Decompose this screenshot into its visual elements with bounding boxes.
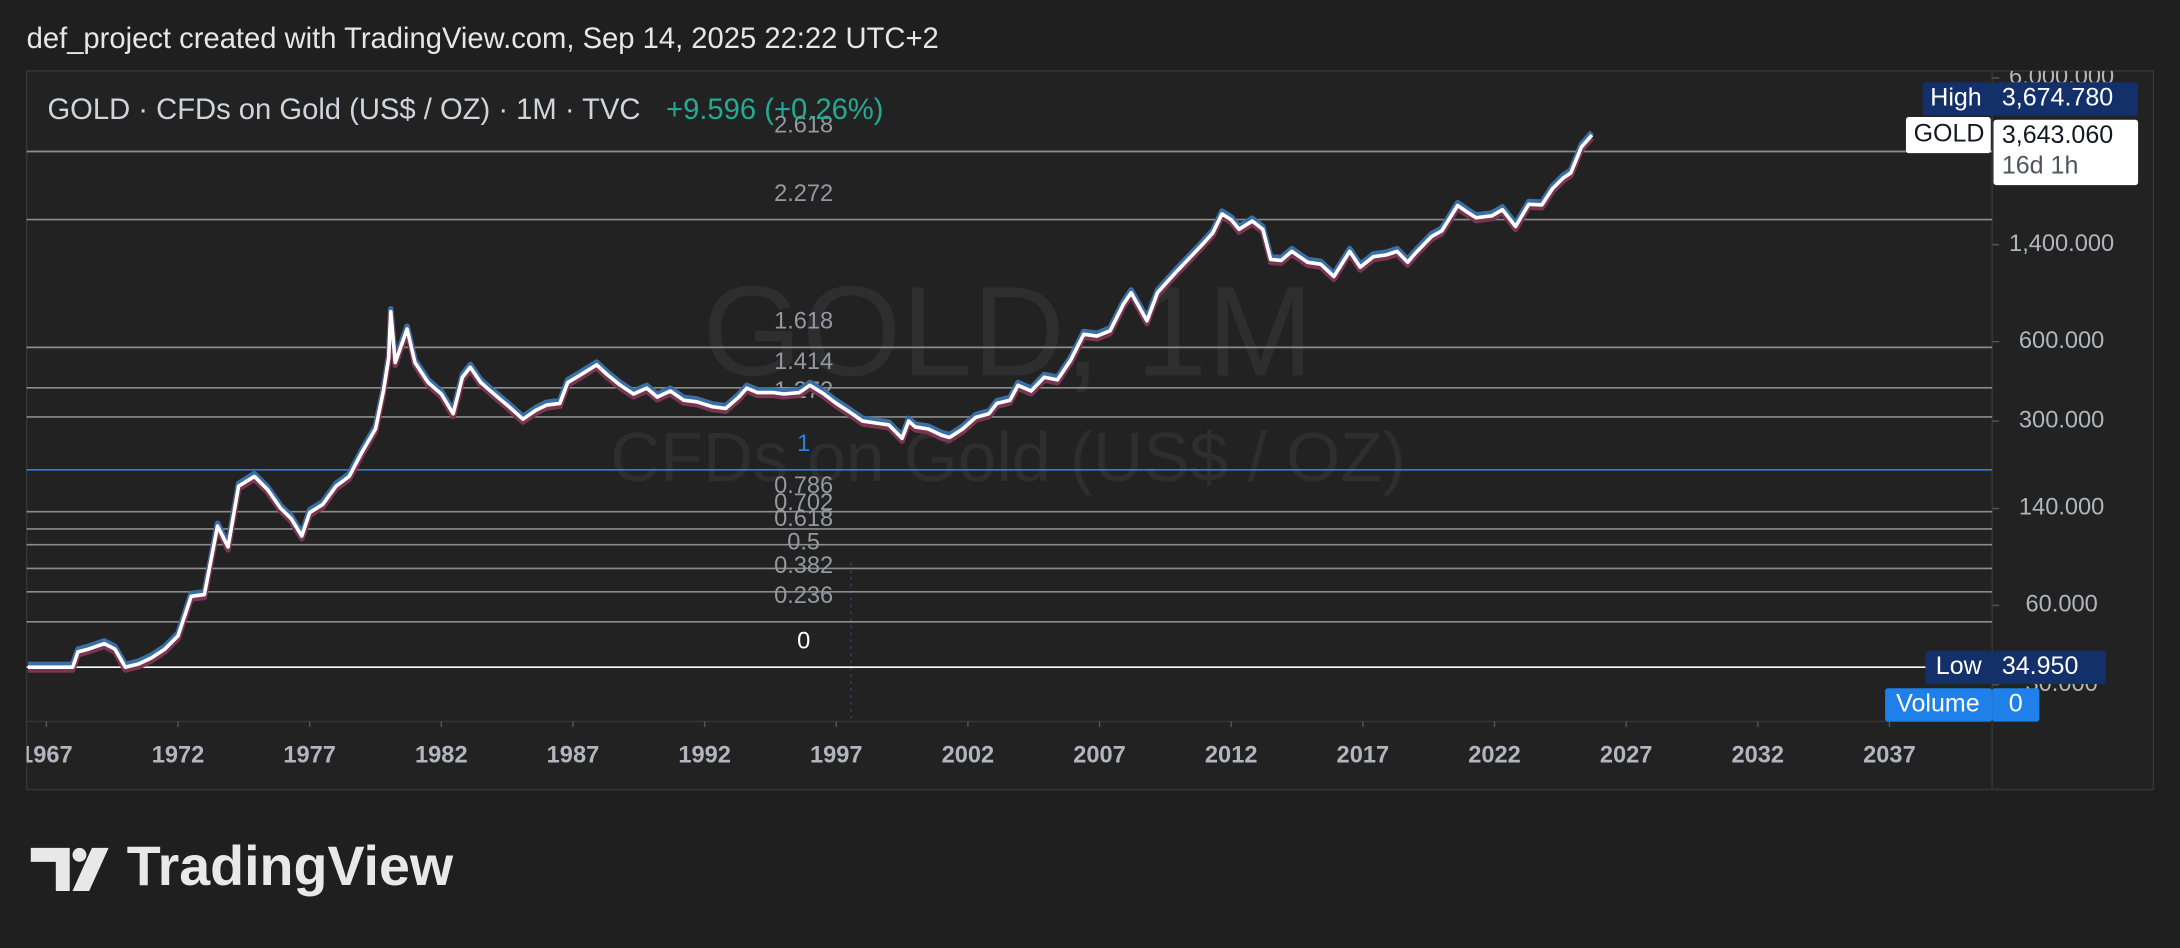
last-price-name: GOLD [1914, 120, 1985, 148]
y-tick-label: 140.000 [2019, 495, 2104, 521]
legend-change: +9.596 (+0.26%) [666, 94, 883, 126]
price-labels: GOLD 3,643.060 16d 1h High 3,674.780 Low 34.95… [1885, 82, 2139, 722]
x-tick-label: 1977 [283, 742, 336, 768]
fib-label: 1.618 [774, 309, 833, 335]
y-tick-label: 300.000 [2019, 407, 2104, 433]
header: def_project created with TradingView.com… [27, 23, 939, 55]
time-axis: 1967 1972 1977 1982 1987 1992 1997 2002 2007 2012… [20, 721, 1916, 768]
fib-label: 0.382 [774, 553, 833, 579]
y-tick-label: 60.000 [2025, 592, 2097, 618]
low-value: 34.950 [2002, 652, 2079, 680]
x-tick-label: 1992 [678, 742, 731, 768]
x-tick-label: 2012 [1205, 742, 1258, 768]
x-tick-label: 2022 [1468, 742, 1521, 768]
fib-label: 0.786 [774, 473, 833, 499]
fib-label: 0 [797, 628, 810, 654]
x-tick-label: 1997 [810, 742, 863, 768]
fib-label: 0.618 [774, 506, 833, 532]
x-tick-label: 2037 [1863, 742, 1916, 768]
chart-panel [25, 70, 2155, 791]
x-tick-label: 1972 [152, 742, 205, 768]
price-line [27, 130, 1595, 673]
high-name: High [1930, 84, 1981, 112]
line [27, 133, 1594, 669]
legend-title: GOLD · CFDs on Gold (US$ / OZ) · 1M · TV… [47, 94, 640, 126]
low-name-box [1925, 650, 1993, 685]
watermark-description: CFDs on Gold (US$ / OZ) [610, 418, 1406, 496]
x-tick-label: 1982 [415, 742, 468, 768]
low-value-box [1992, 650, 2107, 685]
fib-label: 2.272 [774, 181, 833, 207]
fib-label: 0.702 [774, 490, 833, 516]
volume-value: 0 [2009, 689, 2023, 717]
high-name-box [1922, 82, 1993, 116]
logo: TradingView [30, 835, 454, 897]
fib-label: 1 [797, 431, 810, 457]
x-tick-label: 2032 [1732, 742, 1785, 768]
volume-value-box [1992, 688, 2040, 722]
x-tick-label: 2017 [1337, 742, 1390, 768]
logo-dot [72, 847, 87, 862]
fib-label: 2.618 [774, 113, 833, 139]
y-tick-label: 1,400.000 [2009, 231, 2114, 257]
last-price-name-box [1905, 117, 1991, 154]
logo-slash [72, 847, 109, 892]
high-value-box [1992, 82, 2139, 116]
x-tick-label: 2007 [1073, 742, 1126, 768]
watermark-symbol: GOLD, 1M [702, 261, 1313, 404]
volume-name-box [1885, 688, 1993, 722]
volume-name: Volume [1896, 689, 1979, 717]
fib-label: 0.5 [787, 530, 820, 556]
countdown: 16d 1h [2002, 152, 2079, 180]
logo-mark [30, 847, 70, 892]
fib-label: 1.414 [774, 349, 833, 375]
brand-name: TradingView [127, 835, 454, 897]
x-tick-label: 2002 [942, 742, 995, 768]
last-price-value-box [1993, 119, 2139, 186]
fib-retracement: 2.6182.2721.6181.4141.27210.7860.7020.61… [26, 113, 1993, 669]
fib-label: 0.236 [774, 583, 833, 609]
last-price-value: 3,643.060 [2002, 121, 2113, 149]
x-tick-label: 1987 [547, 742, 600, 768]
low-name: Low [1936, 652, 1983, 680]
x-tick-label: 1967 [20, 742, 73, 768]
y-tick-label: 600.000 [2019, 328, 2104, 354]
high-value: 3,674.780 [2002, 84, 2113, 112]
x-tick-label: 2027 [1600, 742, 1653, 768]
